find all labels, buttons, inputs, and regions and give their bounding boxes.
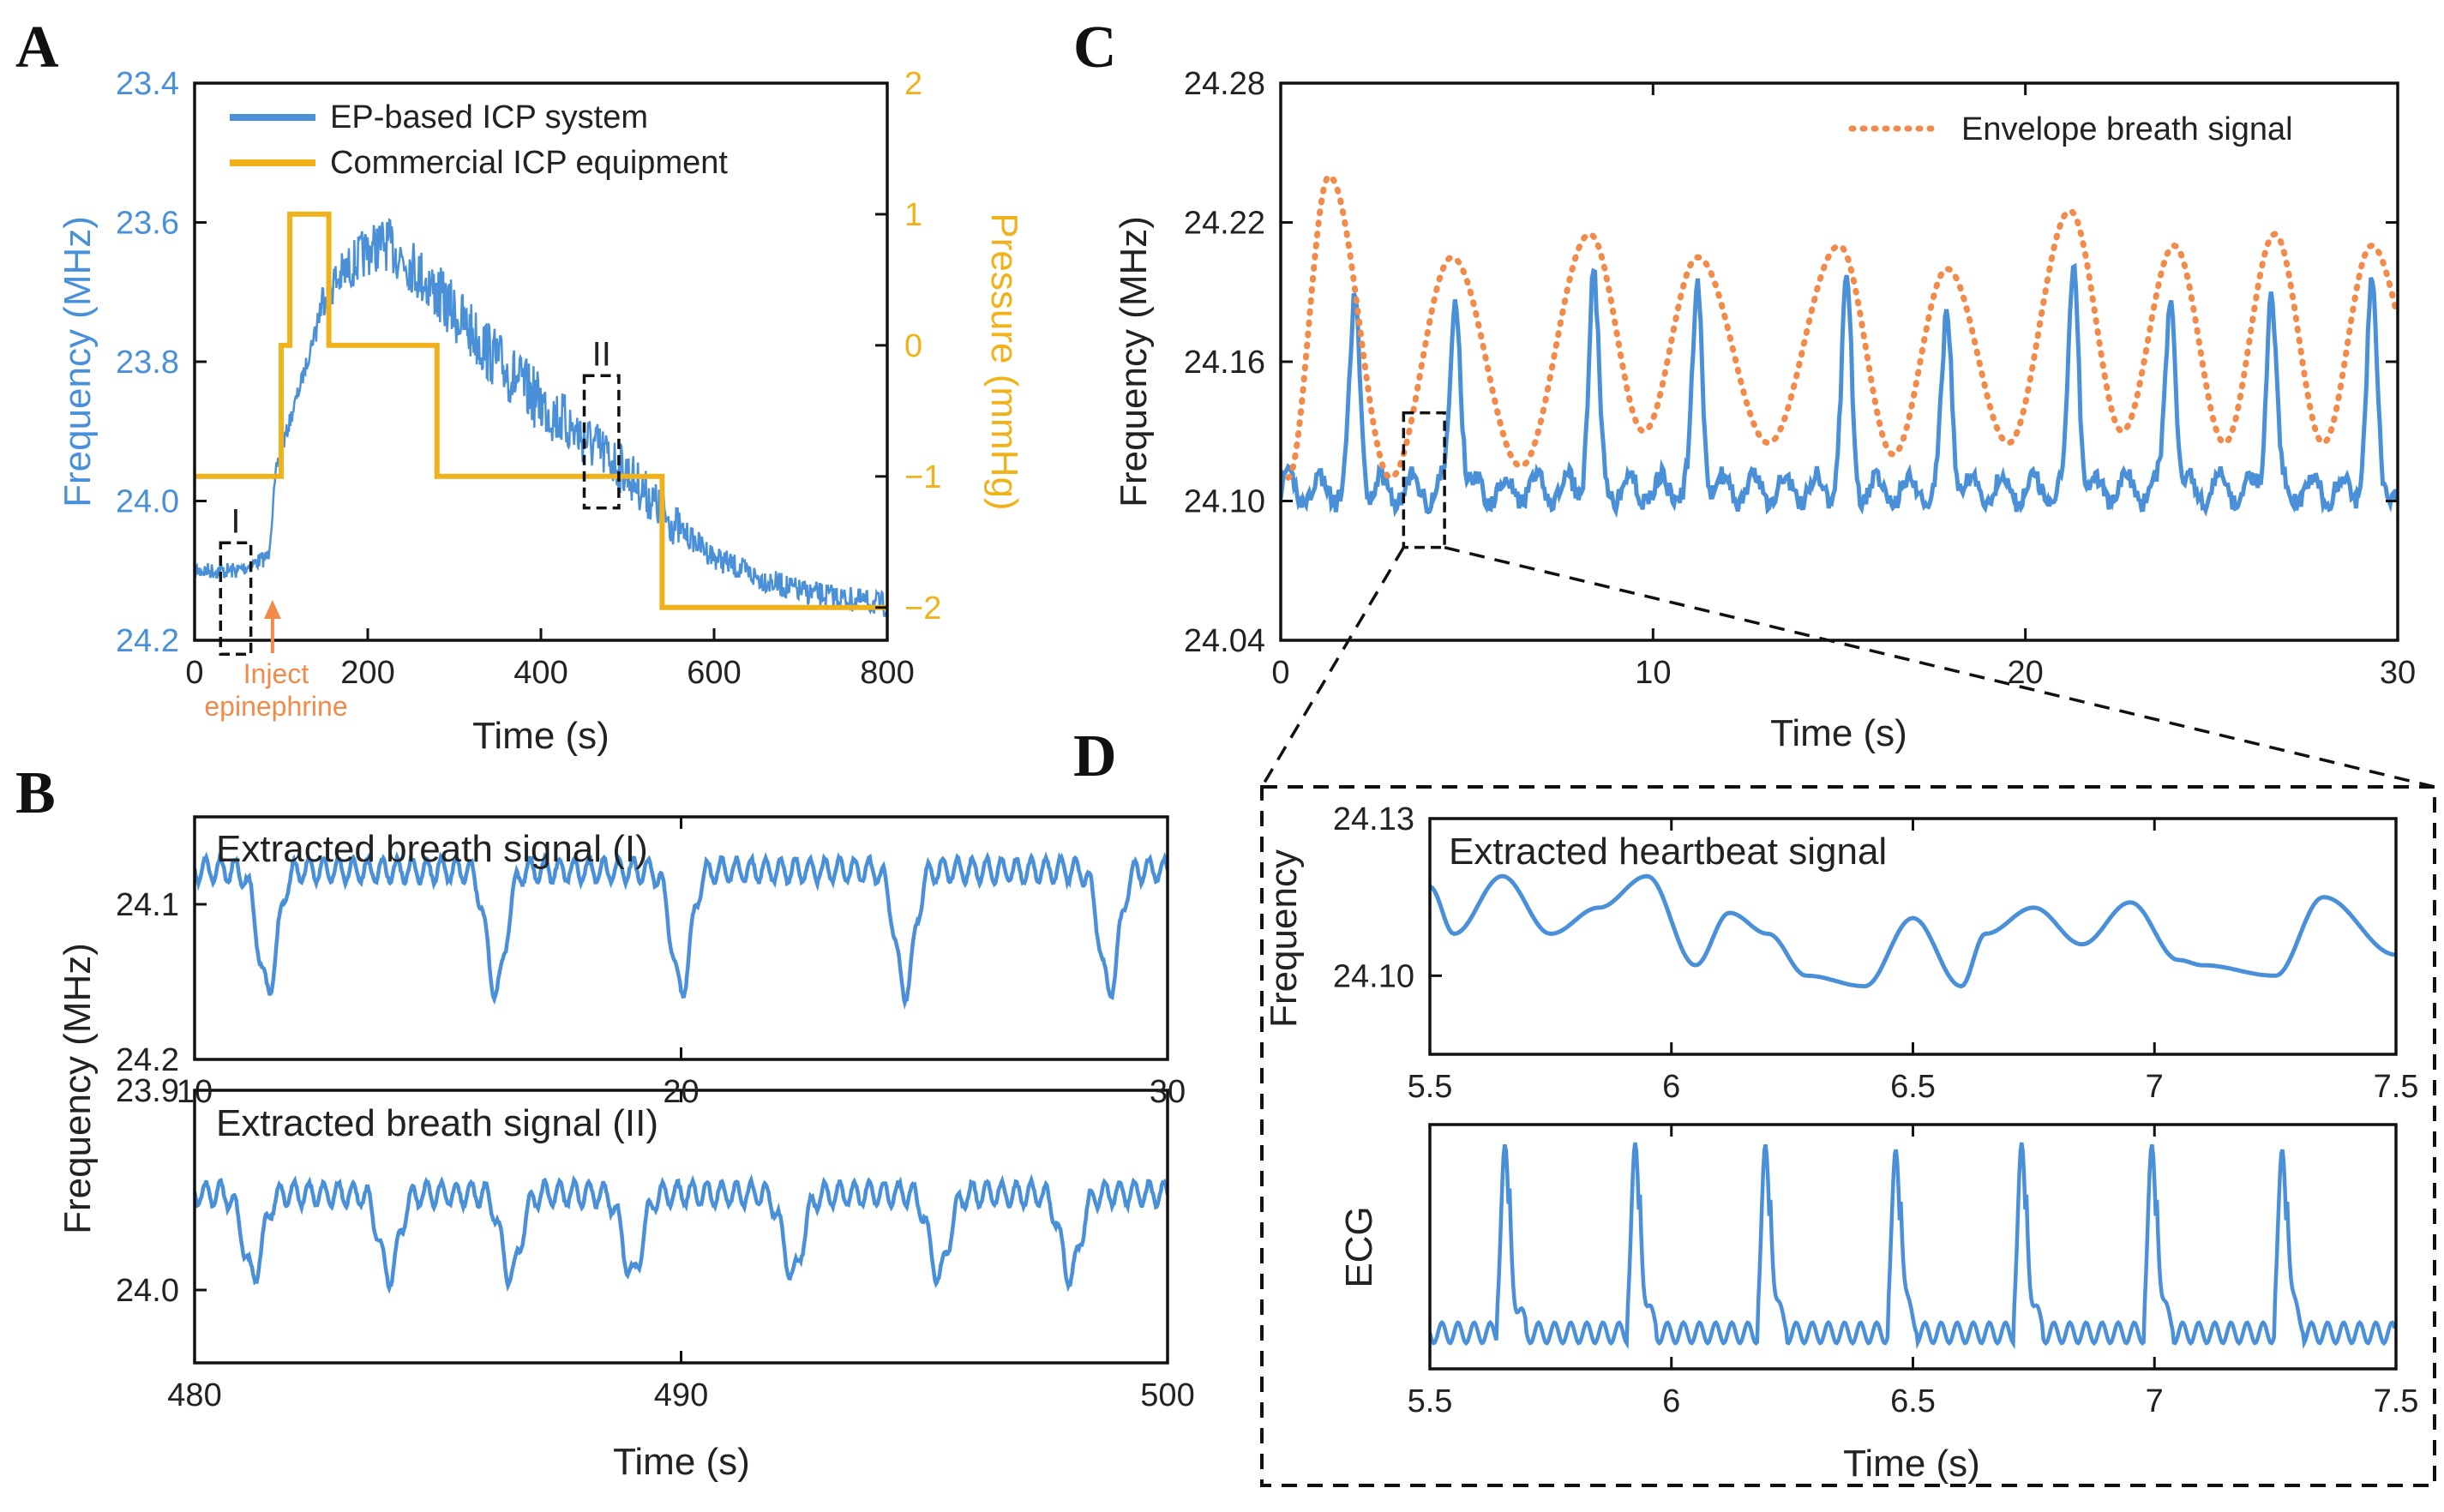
panel-d1-ytick-label: 24.10 <box>1333 958 1414 994</box>
panel-b2-xtick-label: 480 <box>167 1377 221 1413</box>
panel-c-xtick-label: 20 <box>2008 655 2044 691</box>
panel-a-ytick-label: 24.0 <box>116 484 179 520</box>
panel-d1-ylabel: Frequency <box>1263 849 1305 1028</box>
panel-c-xtick-label: 0 <box>1271 655 1289 691</box>
panel-a-commercial-signal <box>195 211 887 610</box>
annotation-epinephrine: epinephrine <box>204 691 347 722</box>
panel-a-ytick-label: 23.8 <box>116 345 179 381</box>
breath-line <box>195 850 1168 1010</box>
panel-a-y2tick-label: 1 <box>904 197 922 233</box>
panel-letter-c: C <box>1073 15 1117 81</box>
panel-a: 0 200 400 600 800 23.4 23.6 23.8 24.0 24.2 2 1 0 −1 −2… <box>57 66 1025 757</box>
panel-c-xlabel: Time (s) <box>1770 712 1907 754</box>
panel-b2-title: Extracted breath signal (II) <box>216 1102 658 1144</box>
panel-a-y2tick-label: 2 <box>904 66 922 102</box>
panel-d1-signal <box>1430 873 2396 989</box>
panel-c-ytick-label: 24.22 <box>1184 206 1265 242</box>
panel-c-zoom-box <box>1260 411 2435 789</box>
panel-d1-xtick-label: 7 <box>2146 1069 2164 1105</box>
legend-envelope-label: Envelope breath signal <box>1961 111 2293 147</box>
panel-d2-signal <box>1430 1142 2396 1350</box>
panel-b1-signal <box>195 850 1168 1010</box>
panel-c-frame <box>1279 81 2399 642</box>
panel-d1-xtick-label: 5.5 <box>1408 1069 1453 1105</box>
panel-a-y2tick-label: −2 <box>904 591 941 627</box>
panel-a-xtick-label: 400 <box>513 655 567 691</box>
panel-d2-xtick-label: 6 <box>1662 1383 1680 1419</box>
annotation-inject: Inject <box>243 658 309 689</box>
dashed-region-box <box>219 541 253 656</box>
panel-d-xlabel: Time (s) <box>1843 1443 1980 1485</box>
panel-a-y2label: Pressure (mmHg) <box>983 213 1025 510</box>
dashed-region-label: I <box>231 502 240 540</box>
panel-a-xtick-label: 600 <box>687 655 741 691</box>
zoom-connector-left <box>1260 546 1405 788</box>
panel-b1-title: Extracted breath signal (I) <box>216 828 648 870</box>
panel-a-ep-signal <box>195 217 887 617</box>
heartbeat-line <box>1430 873 2396 989</box>
panel-a-ylabel: Frequency (MHz) <box>57 216 99 507</box>
arrow-head <box>263 600 281 619</box>
panel-letter-a: A <box>15 15 59 81</box>
panel-c-ytick-label: 24.04 <box>1184 623 1265 659</box>
panel-d1-title: Extracted heartbeat signal <box>1449 831 1887 873</box>
panel-a-y2tick-label: −1 <box>904 459 941 495</box>
panel-letter-d: D <box>1073 723 1117 789</box>
zoom-connector-right <box>1444 545 2435 789</box>
panel-a-ytick-label: 24.2 <box>116 623 179 659</box>
panel-a-xtick-label: 200 <box>340 655 394 691</box>
panel-c-ylabel: Frequency (MHz) <box>1113 216 1155 507</box>
panel-c-ytick-label: 24.28 <box>1184 66 1265 102</box>
envelope-breath-line <box>1285 172 2398 482</box>
panel-d1-xtick-label: 7.5 <box>2374 1069 2419 1105</box>
panel-letter-b: B <box>15 760 56 826</box>
ecg-line <box>1430 1142 2396 1350</box>
panel-a-xtick-label: 0 <box>185 655 203 691</box>
panel-a-ytick-label: 23.4 <box>116 66 179 102</box>
panel-d1-xtick-label: 6 <box>1662 1069 1680 1105</box>
panel-d: 5.5 6 6.5 7 7.5 5.5 6 6.5 7 7.5 24.13 24.10 Extract… <box>1260 785 2436 1487</box>
panel-d2-xtick-label: 5.5 <box>1408 1383 1453 1419</box>
panel-c: 0 10 20 30 24.28 24.22 24.16 24.10 24.04 Envelop… <box>1113 66 2435 789</box>
frequency-signal-line <box>1281 262 2398 519</box>
commercial-icp-line <box>195 211 887 610</box>
panel-c-ytick-label: 24.10 <box>1184 484 1265 520</box>
panel-b2-ytick-label: 24.0 <box>116 1273 179 1309</box>
panel-b2-ytick-label: 23.9 <box>116 1073 179 1109</box>
panel-c-signals <box>1281 172 2398 519</box>
breath-line <box>195 1173 1168 1294</box>
zoom-region-box <box>1402 411 1446 549</box>
panel-b2-xtick-label: 490 <box>654 1377 708 1413</box>
dashed-region-label: II <box>592 335 611 373</box>
panel-d1-ytick-label: 24.13 <box>1333 801 1414 837</box>
ep-icp-line <box>195 217 887 617</box>
panel-d1-xtick-label: 6.5 <box>1890 1069 1936 1105</box>
panel-a-y2tick-label: 0 <box>904 328 922 364</box>
legend-commercial-label: Commercial ICP equipment <box>330 145 728 181</box>
panel-a-xlabel: Time (s) <box>472 715 609 757</box>
panel-c-xtick-label: 30 <box>2380 655 2416 691</box>
panel-b1-ytick-label: 24.2 <box>116 1042 179 1078</box>
panel-c-ytick-label: 24.16 <box>1184 345 1265 381</box>
panel-d2-xtick-label: 7.5 <box>2374 1383 2419 1419</box>
panel-b-xlabel: Time (s) <box>613 1441 750 1483</box>
panel-a-ytick-label: 23.6 <box>116 206 179 242</box>
legend-ep-label: EP-based ICP system <box>330 99 648 135</box>
panel-b1-ytick-label: 24.1 <box>116 887 179 923</box>
annotation-arrow <box>263 600 281 653</box>
panel-b2-xtick-label: 500 <box>1140 1377 1194 1413</box>
panel-c-xtick-label: 10 <box>1635 655 1671 691</box>
dashed-region-box <box>582 374 621 510</box>
panel-d2-xtick-label: 7 <box>2146 1383 2164 1419</box>
panel-b2-signal <box>195 1173 1168 1294</box>
panel-a-xtick-label: 800 <box>860 655 914 691</box>
panel-d-dashed-frame <box>1260 785 2436 1487</box>
panel-d2-xtick-label: 6.5 <box>1890 1383 1936 1419</box>
panel-d2-ylabel: ECG <box>1338 1206 1380 1287</box>
panel-b-ylabel: Frequency (MHz) <box>57 943 99 1234</box>
